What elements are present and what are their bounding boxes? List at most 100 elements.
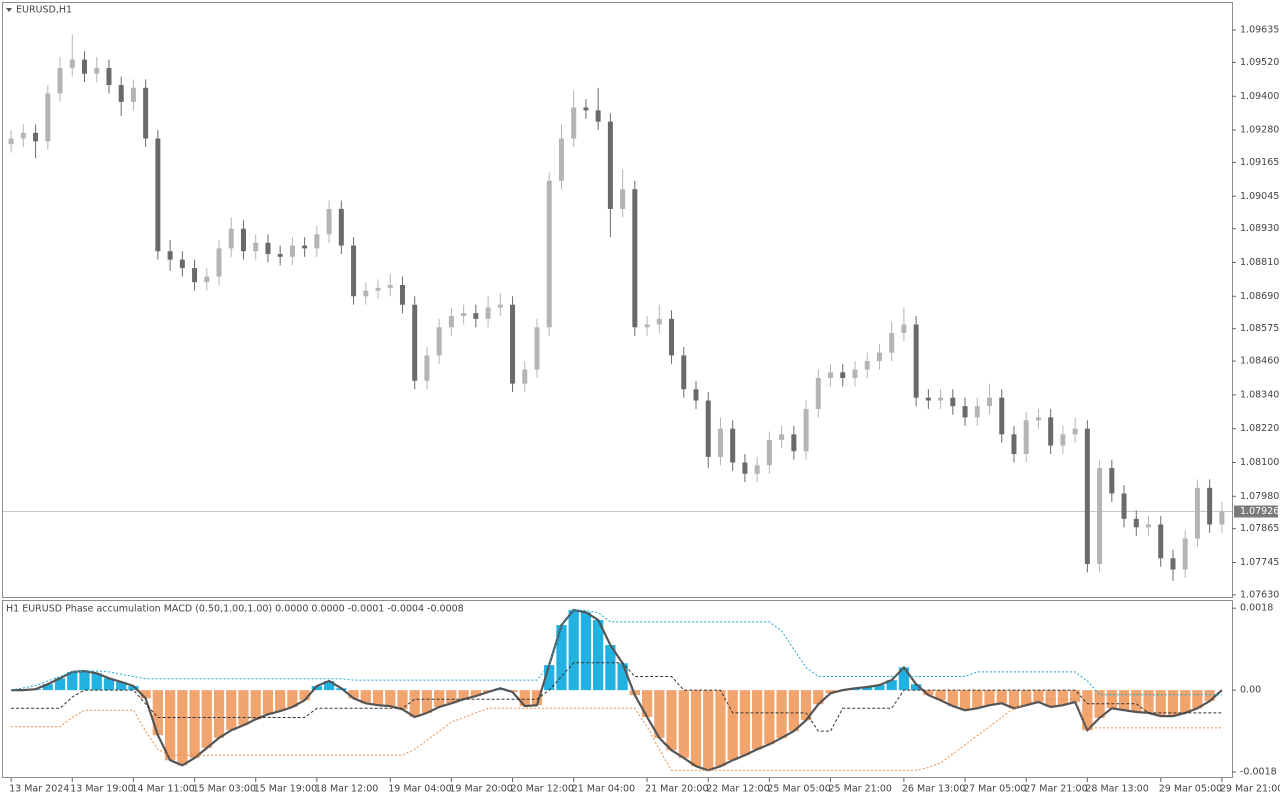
histogram-bar <box>972 690 983 709</box>
histogram-bar <box>544 665 555 691</box>
y-tick-label: 1.08100 <box>1240 457 1279 468</box>
histogram-bar <box>201 690 212 748</box>
candle-body <box>326 208 332 235</box>
histogram-bar <box>262 690 274 715</box>
candle-body <box>363 290 369 297</box>
candle-body <box>717 428 723 457</box>
candle-body <box>351 245 357 297</box>
histogram-bar <box>874 685 885 691</box>
current-price-box <box>1234 505 1278 518</box>
candle-body <box>510 304 516 384</box>
candle-body <box>289 245 295 257</box>
candle-body <box>840 372 846 378</box>
candle-body <box>1146 524 1152 528</box>
y-tick-label: 1.07865 <box>1240 523 1279 534</box>
histogram-bar <box>91 673 102 691</box>
candle-body <box>302 245 308 249</box>
candle-body <box>265 242 271 255</box>
histogram-bar <box>116 681 127 691</box>
candle-body <box>730 428 736 463</box>
candle-body <box>155 138 161 252</box>
histogram-bar <box>1155 690 1166 717</box>
y-tick-label: 0.00 <box>1240 685 1261 696</box>
candle-body <box>583 107 589 111</box>
x-tick-label: 13 Mar 19:00 <box>70 784 133 795</box>
candle-body <box>1084 428 1090 564</box>
y-tick-label: 1.08575 <box>1240 323 1279 334</box>
x-tick-label: 26 Mar 13:00 <box>902 784 965 795</box>
candle-body <box>485 307 491 319</box>
histogram-bar <box>813 690 824 705</box>
signal-line <box>11 698 1222 771</box>
histogram-bar <box>152 690 164 736</box>
histogram-bar <box>727 690 738 761</box>
candle-body <box>962 406 968 418</box>
candle-body <box>620 189 626 209</box>
histogram-bar <box>776 690 787 738</box>
candle-body <box>448 315 454 328</box>
candle-body <box>1109 468 1115 494</box>
candle-body <box>1060 434 1066 446</box>
histogram-bar <box>959 690 971 711</box>
histogram-bar <box>1045 690 1056 707</box>
histogram-bar <box>287 690 298 707</box>
y-tick-label: -0.0018 <box>1240 767 1277 778</box>
candle-body <box>1011 434 1017 455</box>
candle-body <box>81 59 87 74</box>
candle-body <box>240 228 246 252</box>
histogram-bar <box>996 690 1007 704</box>
y-tick-label: 1.08810 <box>1240 257 1279 268</box>
candle-body <box>387 285 393 288</box>
histogram-bar <box>1033 690 1044 702</box>
candle-body <box>754 465 760 474</box>
candle-body <box>938 397 944 401</box>
histogram-bar <box>1094 690 1105 718</box>
candle-body <box>999 397 1005 435</box>
candle-body <box>1023 420 1029 455</box>
candle-body <box>828 372 834 378</box>
collapse-arrow[interactable] <box>6 8 12 12</box>
candle-body <box>1219 511 1225 525</box>
histogram-bar <box>397 690 408 710</box>
y-tick-label: 0.0018 <box>1240 603 1273 614</box>
y-tick-label: 1.08930 <box>1240 223 1279 234</box>
candle-body <box>1194 487 1200 539</box>
candle-body <box>424 355 430 381</box>
candle-body <box>94 68 100 74</box>
macd-line <box>11 608 1223 772</box>
histogram-bar <box>103 678 115 691</box>
histogram-bar <box>580 612 592 691</box>
histogram-bar <box>372 690 384 706</box>
candle-body <box>803 408 809 452</box>
candle-body <box>705 400 711 457</box>
histogram-bar <box>1118 690 1130 711</box>
histogram-bar <box>348 690 359 699</box>
candle-body <box>974 406 980 418</box>
histogram-bar <box>764 690 775 745</box>
candle-body <box>1072 428 1078 435</box>
histogram-bar <box>752 690 763 750</box>
signal-line <box>11 609 1222 696</box>
histogram-bar <box>458 690 469 700</box>
histogram-bar <box>1204 690 1215 702</box>
histogram-bar <box>898 667 910 691</box>
candle-body <box>1133 518 1139 528</box>
y-tick-label: 1.07980 <box>1240 491 1279 502</box>
histogram-bar <box>42 684 53 691</box>
histogram-bar <box>79 671 90 691</box>
candle-body <box>216 248 222 277</box>
histogram-bar <box>470 690 481 697</box>
histogram-bar <box>886 680 897 691</box>
x-tick-label: 15 Mar 19:00 <box>254 784 317 795</box>
candle-body <box>1121 493 1127 519</box>
histogram-bar <box>434 690 445 707</box>
candle-body <box>473 313 479 319</box>
candle-body <box>1170 558 1176 570</box>
histogram-bar <box>128 686 139 691</box>
x-tick-label: 19 Mar 20:00 <box>449 784 512 795</box>
price-panel-frame <box>2 2 1233 598</box>
candle-body <box>497 304 503 308</box>
candle-body <box>399 285 405 305</box>
